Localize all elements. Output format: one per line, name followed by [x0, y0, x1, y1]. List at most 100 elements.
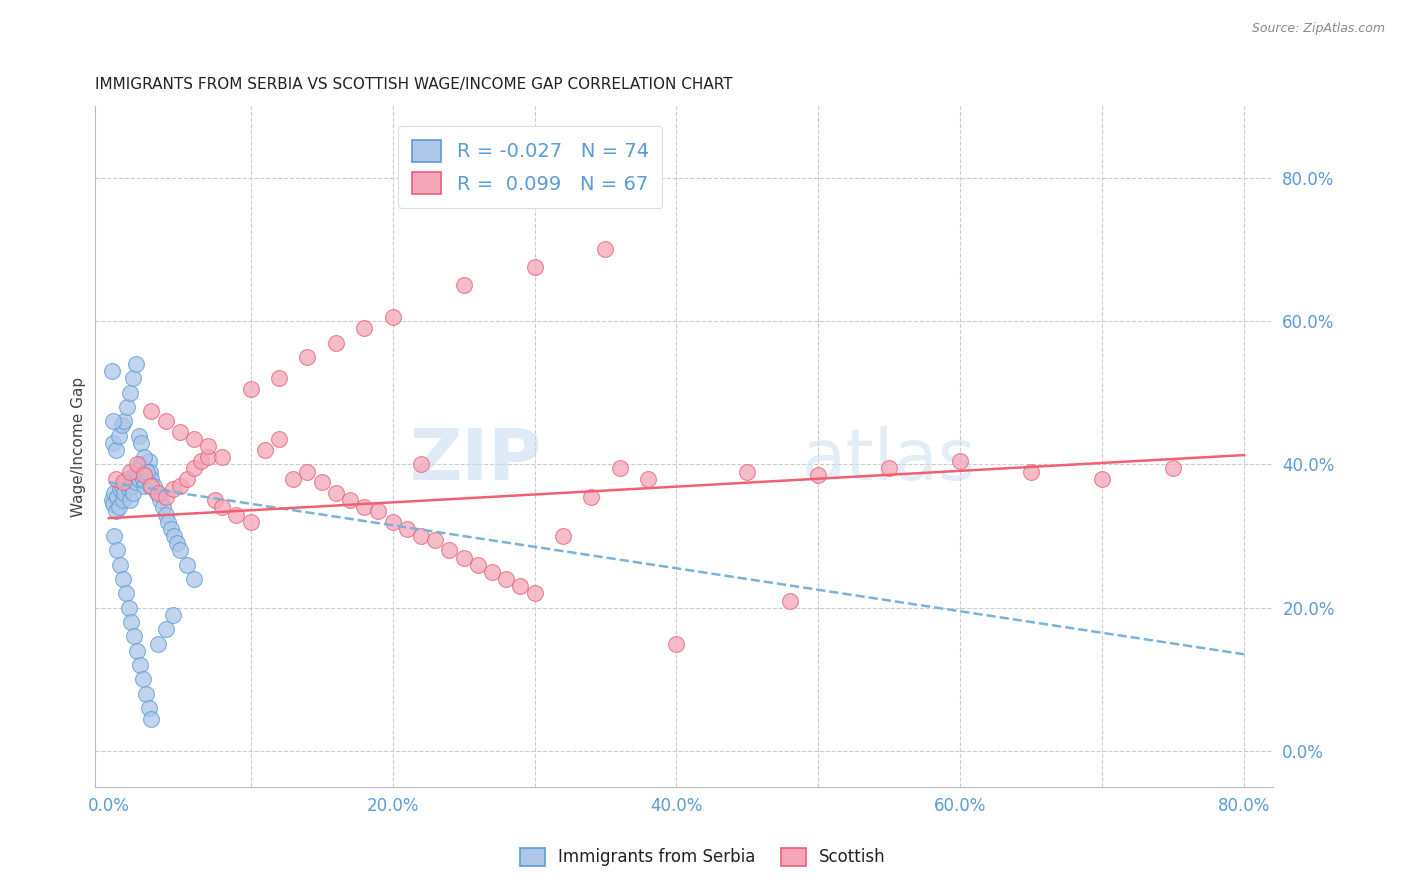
Point [131, 436, 153, 450]
Point [169, 425, 191, 439]
Legend: R = -0.027   N = 74, R =  0.099   N = 67: R = -0.027 N = 74, R = 0.099 N = 67 [398, 126, 662, 208]
Point [128, 472, 150, 486]
Point [225, 508, 247, 522]
Point [139, 479, 162, 493]
Point [127, 465, 149, 479]
Point [125, 357, 148, 371]
Point [325, 486, 347, 500]
Point [239, 515, 262, 529]
Point [112, 414, 135, 428]
Point [143, 479, 166, 493]
Point [169, 479, 191, 493]
Point [136, 468, 159, 483]
Point [127, 458, 149, 472]
Point [204, 493, 226, 508]
Point [453, 278, 475, 293]
Point [595, 243, 617, 257]
Point [117, 600, 139, 615]
Point [807, 468, 830, 483]
Point [134, 468, 156, 483]
Point [367, 504, 389, 518]
Point [111, 475, 134, 490]
Point [353, 321, 375, 335]
Point [110, 479, 132, 493]
Point [297, 350, 319, 364]
Point [166, 536, 188, 550]
Text: IMMIGRANTS FROM SERBIA VS SCOTTISH WAGE/INCOME GAP CORRELATION CHART: IMMIGRANTS FROM SERBIA VS SCOTTISH WAGE/… [94, 78, 733, 93]
Point [112, 486, 135, 500]
Point [100, 364, 122, 378]
Point [160, 522, 183, 536]
Point [148, 636, 170, 650]
Point [409, 458, 432, 472]
Point [141, 403, 163, 417]
Point [381, 310, 404, 325]
Point [155, 622, 177, 636]
Point [129, 658, 152, 673]
Point [190, 454, 212, 468]
Point [121, 479, 143, 493]
Point [108, 483, 131, 497]
Legend: Immigrants from Serbia, Scottish: Immigrants from Serbia, Scottish [513, 841, 893, 873]
Point [122, 371, 145, 385]
Point [129, 458, 152, 472]
Point [101, 414, 124, 428]
Point [141, 712, 163, 726]
Point [353, 500, 375, 515]
Point [104, 443, 127, 458]
Point [135, 687, 157, 701]
Point [105, 490, 128, 504]
Point [267, 371, 290, 385]
Point [101, 436, 124, 450]
Point [467, 558, 489, 572]
Point [162, 483, 184, 497]
Point [439, 543, 461, 558]
Text: atlas: atlas [801, 425, 976, 494]
Point [118, 385, 141, 400]
Point [523, 260, 546, 275]
Point [197, 440, 219, 454]
Point [1161, 461, 1184, 475]
Point [162, 607, 184, 622]
Point [779, 593, 801, 607]
Point [131, 461, 153, 475]
Point [100, 493, 122, 508]
Point [395, 522, 418, 536]
Point [141, 472, 163, 486]
Point [107, 428, 129, 442]
Point [879, 461, 901, 475]
Point [1019, 465, 1042, 479]
Point [409, 529, 432, 543]
Point [339, 493, 361, 508]
Point [103, 486, 125, 500]
Point [253, 443, 276, 458]
Point [176, 472, 198, 486]
Point [114, 475, 136, 490]
Point [104, 472, 127, 486]
Point [148, 486, 170, 500]
Point [453, 550, 475, 565]
Point [127, 643, 149, 657]
Point [152, 500, 174, 515]
Point [121, 615, 143, 629]
Point [637, 472, 659, 486]
Point [737, 465, 759, 479]
Point [523, 586, 546, 600]
Point [481, 565, 503, 579]
Point [297, 465, 319, 479]
Point [135, 465, 157, 479]
Point [104, 504, 127, 518]
Point [155, 414, 177, 428]
Point [136, 465, 159, 479]
Point [183, 461, 205, 475]
Point [122, 486, 145, 500]
Point [183, 432, 205, 446]
Point [118, 493, 141, 508]
Point [169, 543, 191, 558]
Point [176, 558, 198, 572]
Point [128, 428, 150, 442]
Point [110, 417, 132, 432]
Point [425, 533, 447, 547]
Point [111, 572, 134, 586]
Point [132, 472, 155, 486]
